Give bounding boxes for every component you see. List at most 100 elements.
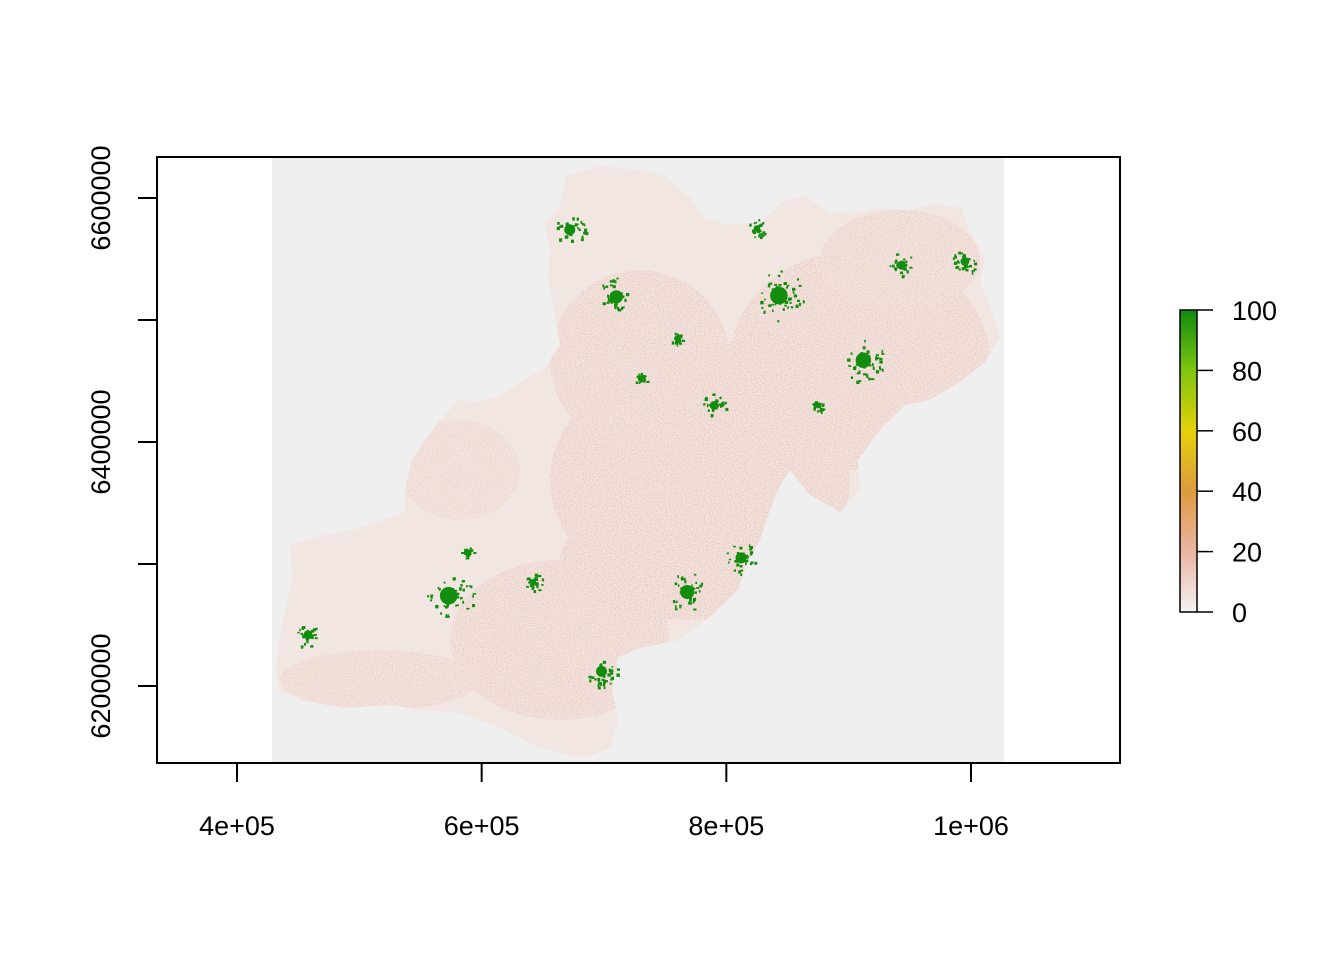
- urban-pixel: [777, 295, 781, 298]
- urban-pixel: [609, 682, 612, 685]
- urban-pixel: [965, 260, 969, 264]
- urban-pixel: [875, 370, 880, 374]
- urban-pixel: [872, 366, 875, 370]
- urban-pixel: [447, 599, 450, 602]
- x-tick-label: 4e+05: [199, 811, 275, 841]
- urban-pixel: [739, 565, 743, 568]
- urban-pixel: [956, 265, 960, 269]
- urban-pixel: [733, 545, 736, 548]
- urban-pixel: [533, 590, 537, 594]
- urban-pixel: [957, 259, 959, 263]
- urban-pixel: [672, 599, 675, 604]
- urban-pixel: [906, 270, 909, 274]
- urban-pixel: [859, 357, 862, 361]
- urban-pixel: [615, 296, 620, 300]
- urban-pixel: [779, 295, 783, 298]
- urban-pixel: [531, 587, 534, 590]
- urban-pixel: [853, 366, 857, 371]
- urban-pixel: [618, 300, 621, 303]
- urban-pixel: [749, 546, 754, 550]
- urban-pixel: [862, 373, 866, 376]
- urban-pixel: [724, 401, 727, 405]
- urban-pixel: [315, 627, 318, 630]
- urban-pixel: [871, 378, 875, 381]
- urban-pixel: [559, 238, 563, 242]
- urban-pixel: [614, 280, 617, 284]
- urban-pixel: [306, 640, 309, 644]
- urban-pixel: [711, 404, 715, 408]
- urban-pixel: [538, 589, 542, 592]
- urban-pixel: [788, 297, 792, 301]
- urban-pixel: [465, 554, 469, 558]
- urban-pixel: [958, 268, 961, 271]
- urban-pixel: [903, 265, 906, 267]
- urban-pixel: [577, 227, 579, 229]
- urban-pixel: [750, 561, 754, 564]
- urban-pixel: [687, 591, 691, 594]
- urban-pixel: [470, 549, 474, 552]
- urban-pixel: [749, 551, 754, 555]
- urban-pixel: [693, 608, 697, 611]
- urban-pixel: [430, 599, 433, 602]
- urban-pixel: [953, 261, 958, 265]
- urban-pixel: [900, 271, 904, 275]
- urban-pixel: [680, 578, 685, 581]
- urban-pixel: [699, 584, 703, 588]
- urban-pixel: [763, 310, 766, 314]
- urban-pixel: [451, 588, 455, 590]
- urban-pixel: [780, 298, 784, 302]
- urban-pixel: [536, 585, 539, 589]
- urban-pixel: [680, 576, 683, 581]
- urban-pixel: [591, 676, 595, 679]
- urban-pixel: [603, 669, 606, 674]
- urban-pixel: [442, 600, 447, 602]
- urban-pixel: [902, 274, 905, 278]
- urban-pixel: [956, 261, 960, 264]
- y-tick-label: 6200000: [86, 633, 116, 738]
- urban-pixel: [460, 584, 463, 587]
- urban-pixel: [566, 235, 569, 239]
- urban-pixel: [597, 681, 601, 684]
- urban-pixel: [879, 368, 882, 371]
- urban-pixel: [965, 264, 968, 268]
- urban-cluster: [703, 393, 729, 418]
- urban-pixel: [904, 260, 908, 263]
- urban-pixel: [679, 606, 682, 609]
- urban-pixel: [465, 557, 469, 560]
- urban-pixel: [606, 301, 610, 304]
- urban-cluster: [525, 573, 545, 594]
- urban-pixel: [759, 235, 763, 240]
- legend-ticks: 0 20 40 60 80 100: [1197, 296, 1277, 628]
- urban-pixel: [862, 352, 866, 356]
- urban-cluster: [460, 547, 477, 560]
- urban-pixel: [617, 308, 622, 312]
- urban-pixel: [771, 288, 774, 290]
- urban-pixel: [606, 294, 610, 298]
- urban-pixel: [742, 559, 746, 562]
- legend-tick-label: 20: [1232, 538, 1262, 568]
- urban-pixel: [895, 259, 898, 263]
- urban-pixel: [678, 334, 681, 337]
- urban-pixel: [772, 309, 774, 313]
- urban-pixel: [822, 408, 826, 411]
- urban-pixel: [819, 402, 822, 406]
- urban-pixel: [472, 594, 474, 598]
- urban-pixel: [903, 258, 906, 261]
- urban-pixel: [306, 631, 309, 635]
- urban-pixel: [758, 219, 761, 222]
- urban-pixel: [597, 686, 601, 690]
- urban-pixel: [963, 260, 967, 264]
- urban-pixel: [601, 678, 605, 682]
- urban-pixel: [621, 292, 623, 296]
- urban-pixel: [572, 217, 575, 221]
- x-axis-ticks: 4e+05 6e+05 8e+05 1e+06: [199, 763, 1009, 841]
- urban-pixel: [847, 358, 851, 362]
- legend-tick-label: 0: [1232, 598, 1247, 628]
- x-tick-label: 8e+05: [688, 811, 764, 841]
- urban-pixel: [674, 582, 678, 586]
- urban-pixel: [850, 376, 854, 379]
- urban-pixel: [600, 683, 603, 686]
- urban-pixel: [445, 592, 449, 597]
- urban-pixel: [609, 280, 613, 283]
- urban-pixel: [569, 230, 573, 233]
